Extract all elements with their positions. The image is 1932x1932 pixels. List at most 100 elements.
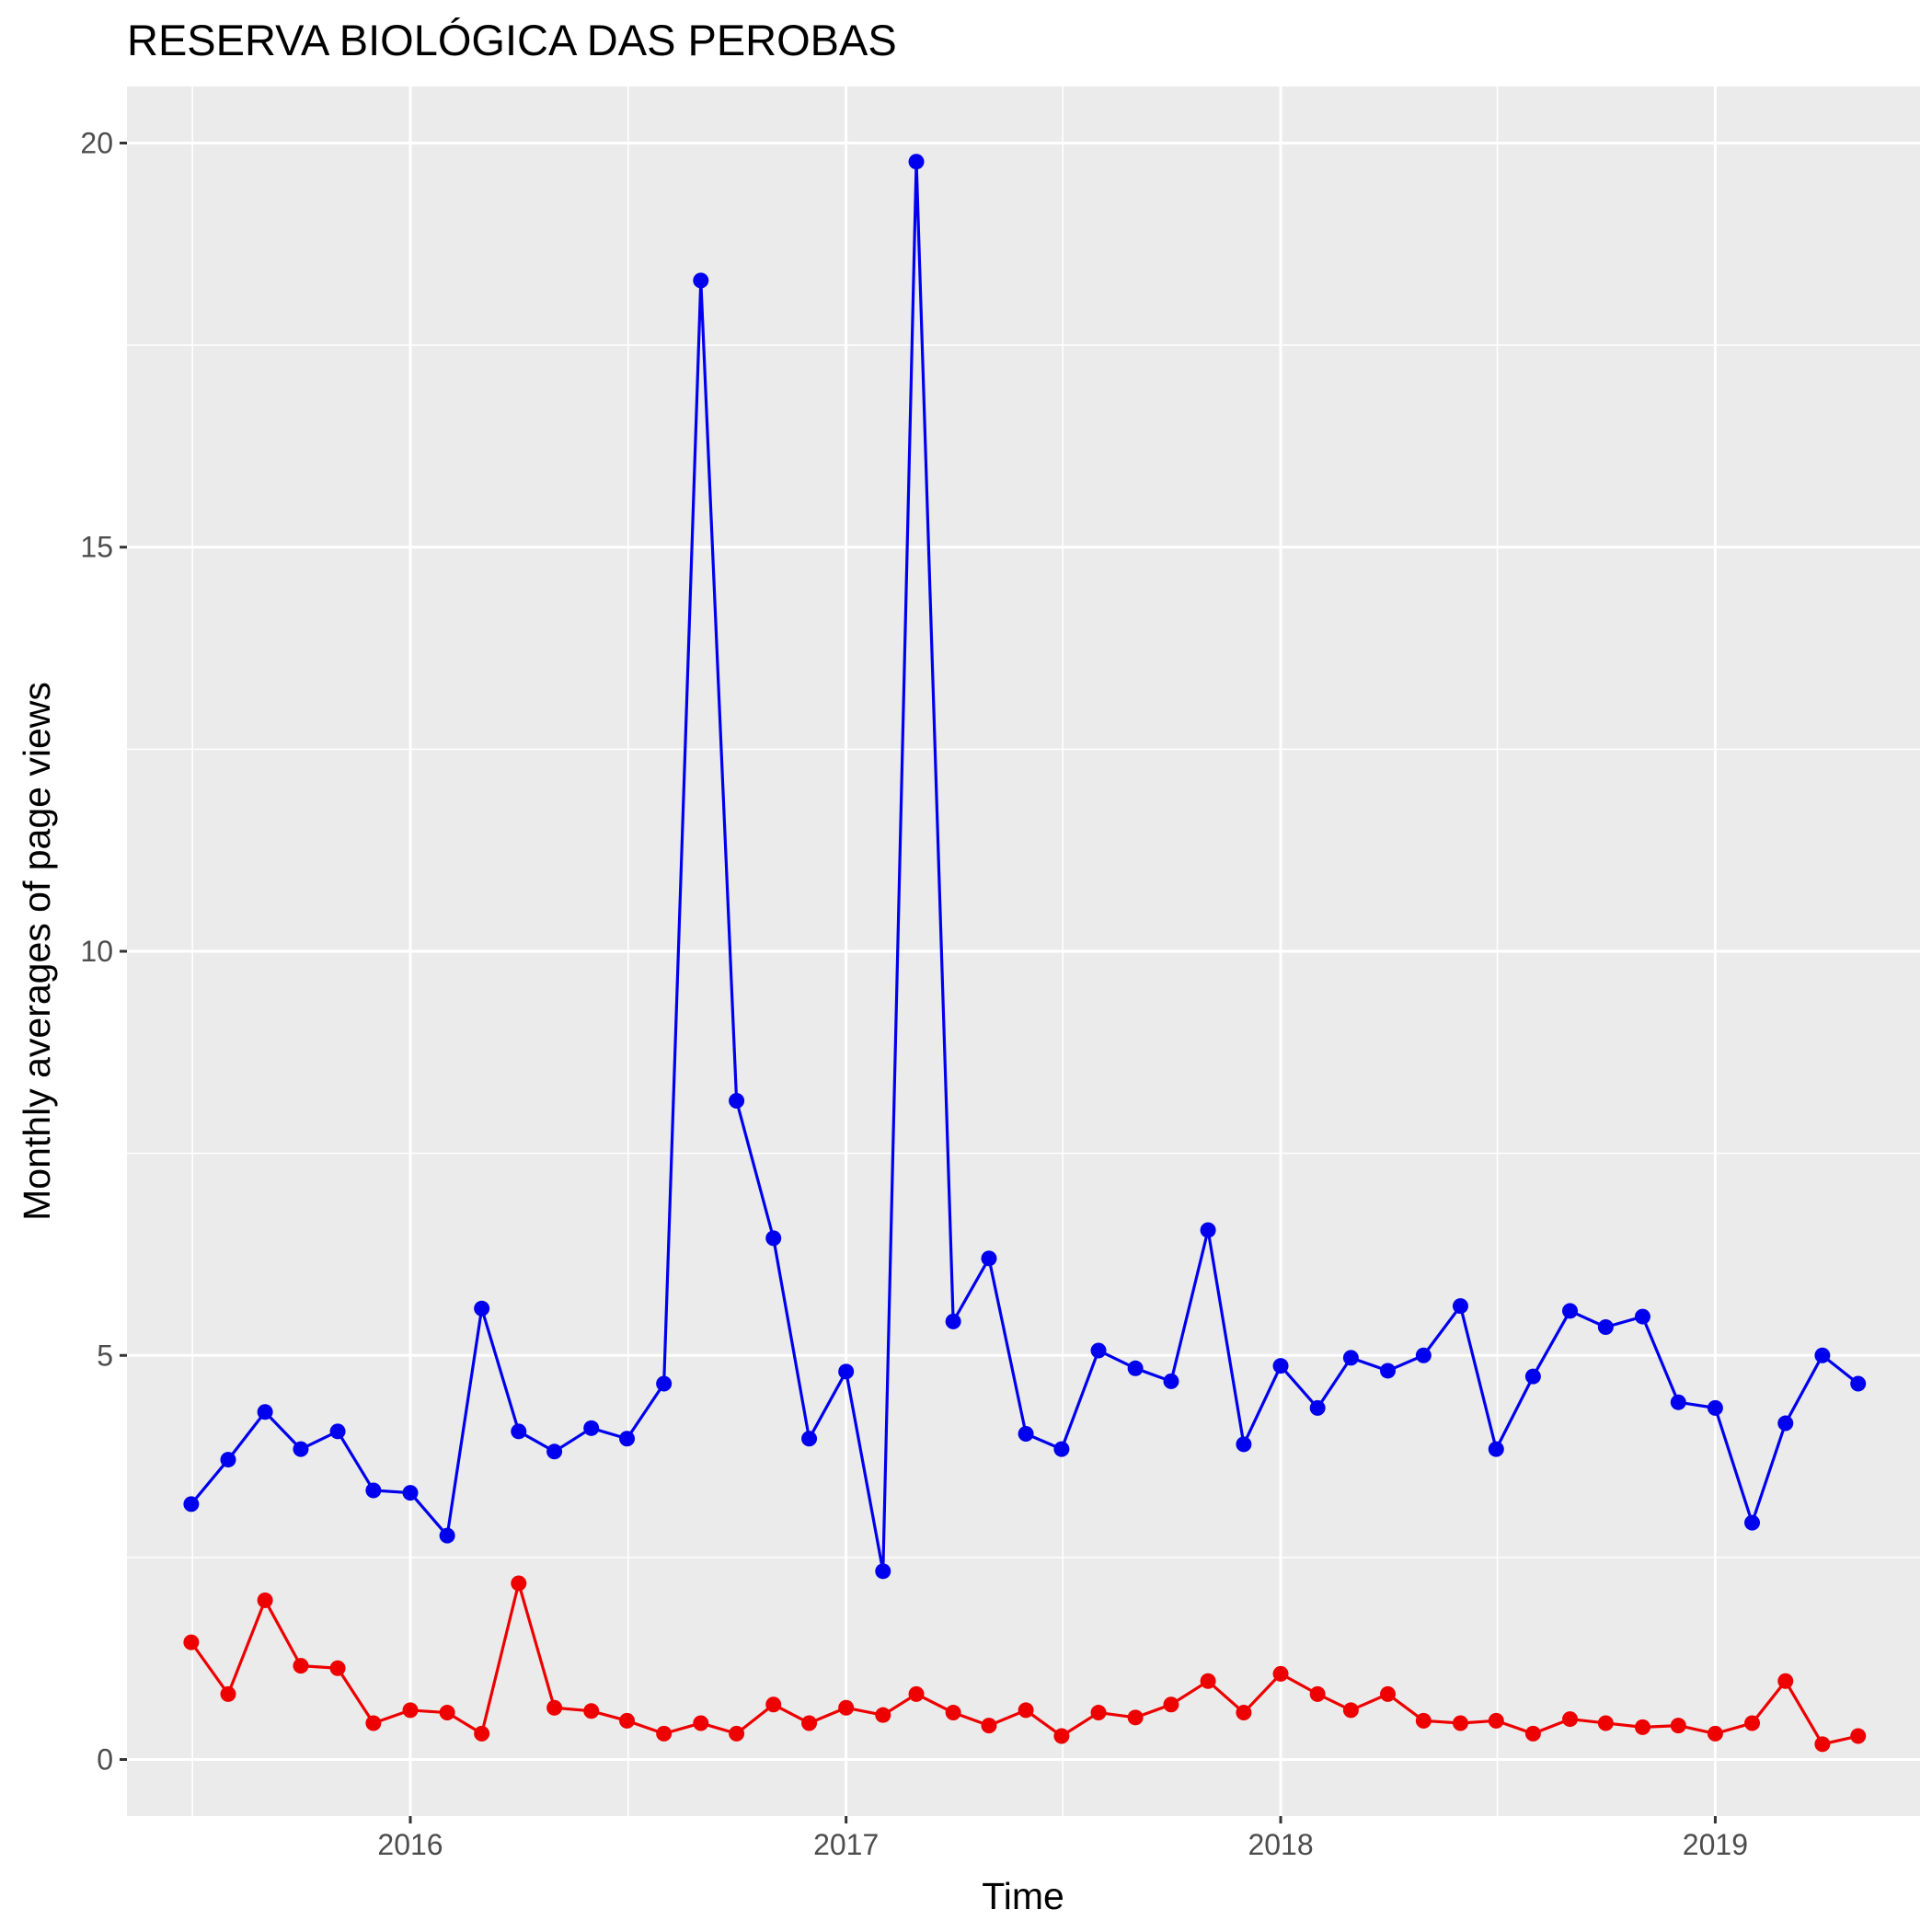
series-2 <box>183 1575 1867 1753</box>
data-point <box>183 1496 200 1512</box>
data-point <box>1309 1399 1326 1416</box>
data-point <box>1200 1673 1216 1689</box>
data-point <box>474 1725 490 1742</box>
data-point <box>1342 1350 1359 1366</box>
data-point <box>838 1363 855 1380</box>
data-point <box>1562 1303 1579 1319</box>
data-point <box>1488 1441 1504 1457</box>
data-point <box>1053 1441 1070 1457</box>
data-point <box>1452 1715 1468 1731</box>
data-point <box>1380 1685 1397 1702</box>
grid-major <box>127 86 1920 1816</box>
data-point <box>1090 1342 1107 1359</box>
data-point <box>257 1592 273 1608</box>
data-point <box>1163 1696 1179 1713</box>
data-point <box>583 1703 600 1719</box>
data-point <box>693 1715 709 1731</box>
data-point <box>1850 1728 1867 1744</box>
data-point <box>1200 1222 1216 1238</box>
axis-ticks: 2016 2017 2018 2019 0 5 10 15 20 <box>80 126 1748 1861</box>
data-point <box>908 1685 925 1702</box>
y-tick-label: 0 <box>97 1743 113 1777</box>
data-point <box>365 1715 382 1731</box>
data-point <box>1524 1725 1541 1742</box>
data-point <box>1415 1347 1432 1363</box>
x-tick-label: 2018 <box>1248 1828 1313 1861</box>
data-point <box>1127 1360 1144 1376</box>
data-point <box>1744 1715 1761 1731</box>
y-tick-label: 5 <box>97 1339 113 1372</box>
data-point <box>329 1423 346 1440</box>
data-point <box>1814 1347 1831 1363</box>
data-point <box>1488 1712 1504 1729</box>
data-point <box>1524 1368 1541 1385</box>
data-point <box>1342 1702 1359 1719</box>
data-point <box>293 1441 309 1457</box>
data-point <box>1127 1709 1144 1726</box>
data-point <box>183 1634 200 1650</box>
data-point <box>1090 1705 1107 1721</box>
data-point <box>875 1563 891 1580</box>
data-point <box>1707 1725 1723 1742</box>
data-point <box>1777 1673 1794 1689</box>
series-1 <box>183 154 1867 1580</box>
data-point <box>365 1482 382 1499</box>
data-point <box>981 1250 997 1267</box>
data-point <box>583 1420 600 1436</box>
data-point <box>801 1715 818 1731</box>
data-point <box>1163 1373 1179 1389</box>
chart-title: RESERVA BIOLÓGICA DAS PEROBAS <box>127 16 897 64</box>
data-point <box>1744 1514 1761 1531</box>
data-point <box>1670 1718 1686 1734</box>
data-point <box>619 1431 636 1447</box>
data-point <box>729 1093 745 1110</box>
y-tick-label: 10 <box>80 935 113 968</box>
data-point <box>511 1423 527 1440</box>
data-point <box>1272 1358 1289 1374</box>
data-point <box>1814 1736 1831 1753</box>
data-point <box>875 1707 891 1723</box>
data-point <box>945 1705 961 1721</box>
data-point <box>1018 1425 1034 1442</box>
data-point <box>402 1702 419 1719</box>
data-point <box>801 1431 818 1447</box>
data-point <box>1634 1308 1650 1325</box>
x-axis-title: Time <box>982 1875 1064 1917</box>
data-point <box>402 1485 419 1501</box>
data-point <box>656 1725 673 1742</box>
data-point <box>1236 1705 1252 1721</box>
data-point <box>511 1575 527 1592</box>
data-point <box>765 1230 782 1247</box>
data-point <box>1777 1415 1794 1432</box>
data-point <box>1597 1715 1614 1731</box>
data-point <box>546 1699 563 1716</box>
data-point <box>1380 1363 1397 1379</box>
series-layer <box>183 154 1867 1753</box>
data-point <box>765 1696 782 1713</box>
data-point <box>293 1658 309 1674</box>
x-tick-label: 2017 <box>813 1828 879 1861</box>
data-point <box>220 1685 236 1702</box>
data-point <box>693 272 709 289</box>
data-point <box>1670 1394 1686 1410</box>
data-point <box>439 1705 455 1721</box>
data-point <box>981 1718 997 1734</box>
data-point <box>1634 1719 1650 1735</box>
data-point <box>1562 1711 1579 1728</box>
data-point <box>1018 1702 1034 1719</box>
data-point <box>439 1527 455 1544</box>
data-point <box>220 1452 236 1468</box>
data-point <box>1597 1319 1614 1336</box>
data-point <box>729 1725 745 1742</box>
data-point <box>329 1660 346 1676</box>
y-axis-title: Monthly averages of page views <box>16 682 58 1221</box>
data-point <box>619 1712 636 1729</box>
data-point <box>257 1404 273 1420</box>
data-point <box>1053 1728 1070 1744</box>
data-point <box>1309 1685 1326 1702</box>
data-point <box>474 1300 490 1317</box>
data-point <box>1415 1712 1432 1729</box>
x-tick-label: 2019 <box>1683 1828 1748 1861</box>
data-point <box>908 154 925 170</box>
